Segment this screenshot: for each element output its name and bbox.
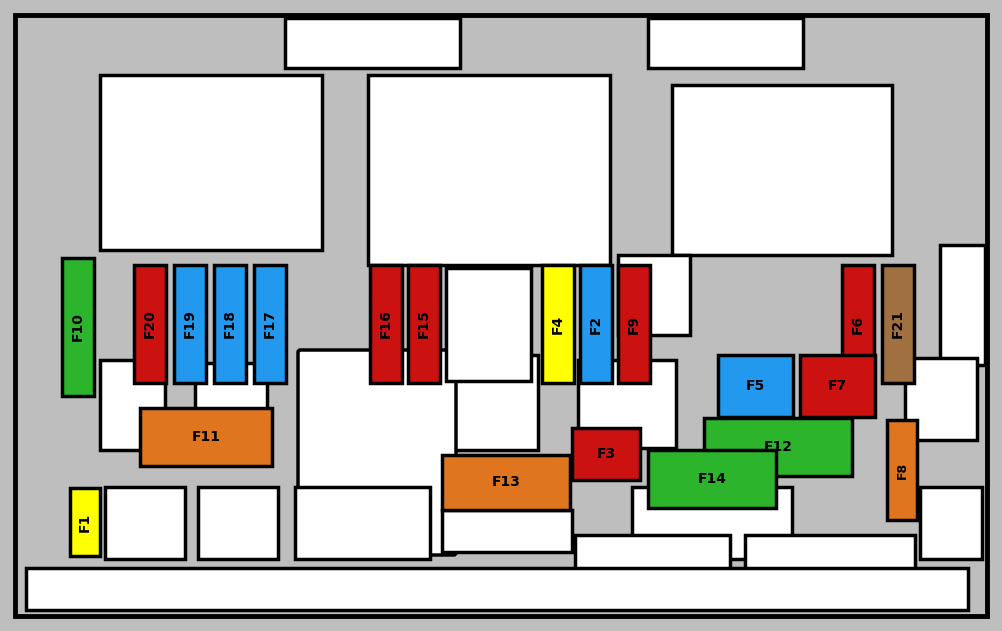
Bar: [70, 488, 100, 556]
Text: F1: F1: [78, 512, 92, 532]
Bar: [578, 360, 676, 448]
Bar: [100, 360, 165, 450]
Bar: [842, 265, 874, 383]
Bar: [100, 75, 322, 250]
Text: F4: F4: [551, 314, 565, 334]
Bar: [648, 18, 803, 68]
Bar: [632, 487, 792, 559]
Text: F9: F9: [627, 314, 641, 334]
Bar: [442, 455, 570, 510]
Bar: [198, 487, 278, 559]
Bar: [195, 363, 267, 441]
Bar: [140, 408, 272, 466]
Bar: [442, 510, 572, 552]
Text: F18: F18: [223, 309, 237, 338]
Text: F5: F5: [745, 379, 766, 393]
Text: F11: F11: [191, 430, 220, 444]
Text: F3: F3: [596, 447, 615, 461]
Bar: [575, 535, 730, 577]
Bar: [800, 355, 875, 417]
Bar: [905, 358, 977, 440]
Bar: [542, 265, 574, 383]
Bar: [618, 255, 690, 335]
Bar: [105, 487, 185, 559]
Bar: [134, 265, 166, 383]
Text: F12: F12: [764, 440, 793, 454]
Bar: [368, 75, 610, 265]
Bar: [580, 265, 612, 383]
Bar: [26, 568, 968, 610]
FancyBboxPatch shape: [298, 350, 456, 555]
Text: F13: F13: [492, 476, 520, 490]
Bar: [572, 428, 640, 480]
Text: F2: F2: [589, 314, 603, 334]
Bar: [618, 265, 650, 383]
Bar: [370, 265, 402, 383]
Bar: [450, 355, 538, 450]
Bar: [214, 265, 246, 383]
Text: F20: F20: [143, 310, 157, 338]
Bar: [254, 265, 286, 383]
Text: F21: F21: [891, 309, 905, 338]
Text: F8: F8: [896, 461, 909, 478]
Bar: [174, 265, 206, 383]
Text: F16: F16: [379, 310, 393, 338]
Text: F7: F7: [828, 379, 847, 393]
Bar: [285, 18, 460, 68]
Bar: [648, 450, 776, 508]
Bar: [62, 258, 94, 396]
Text: F17: F17: [263, 310, 277, 338]
Bar: [882, 265, 914, 383]
Text: F6: F6: [851, 314, 865, 334]
Text: F10: F10: [71, 312, 85, 341]
Text: F15: F15: [417, 309, 431, 338]
Bar: [704, 418, 852, 476]
Bar: [940, 245, 985, 365]
Text: F19: F19: [183, 310, 197, 338]
Bar: [887, 420, 917, 520]
Text: F14: F14: [697, 472, 726, 486]
Bar: [920, 487, 982, 559]
Bar: [745, 535, 915, 577]
Bar: [408, 265, 440, 383]
Bar: [672, 85, 892, 255]
Bar: [718, 355, 793, 417]
Bar: [446, 268, 531, 381]
Bar: [295, 487, 430, 559]
